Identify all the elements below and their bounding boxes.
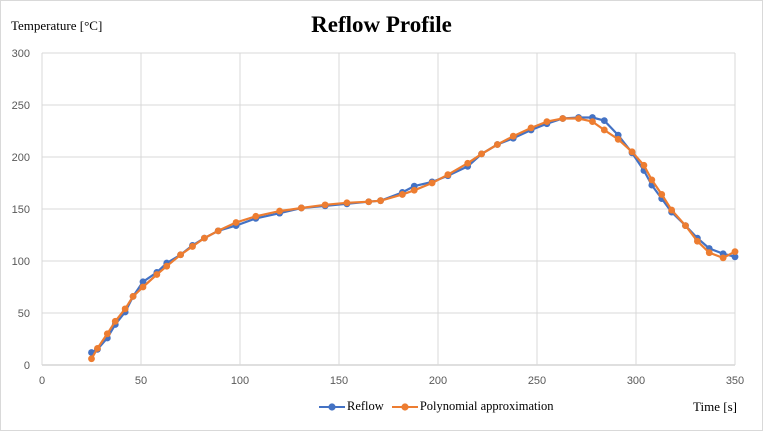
data-point[interactable] [731,248,739,256]
data-point[interactable] [464,159,472,167]
data-point[interactable] [214,227,222,235]
data-point[interactable] [731,253,739,261]
data-point[interactable] [163,262,171,270]
legend-marker-reflow [319,402,345,411]
y-tick-label: 250 [12,100,30,112]
legend-marker-polynomial [391,402,418,411]
legend-item-reflow[interactable]: Reflow [319,399,384,414]
series-reflow [88,114,739,356]
data-point[interactable] [321,201,329,209]
data-point[interactable] [444,171,452,179]
data-point[interactable] [589,118,596,126]
data-point[interactable] [139,278,147,286]
legend-label-polynomial: Polynomial approximation [419,399,554,413]
series-layer [88,114,739,363]
legend-label-reflow: Reflow [347,399,384,413]
data-point[interactable] [189,243,196,250]
data-point[interactable] [200,234,208,242]
data-point[interactable] [543,118,551,126]
y-tick-label: 0 [24,360,30,372]
data-point[interactable] [139,283,147,291]
chart-title: Reflow Profile [311,12,452,37]
data-point[interactable] [365,198,373,206]
x-tick-label: 250 [528,375,546,387]
x-tick-label: 100 [231,375,249,387]
data-point[interactable] [121,305,129,313]
legend: Reflow Polynomial approximation [319,399,561,414]
y-tick-label: 150 [12,204,30,216]
data-point[interactable] [628,148,636,156]
data-point[interactable] [648,176,656,184]
legend-item-polynomial[interactable]: Polynomial approximation [391,399,554,414]
data-point[interactable] [600,117,608,124]
data-point[interactable] [94,344,101,352]
x-tick-label: 200 [429,375,447,387]
data-point[interactable] [559,115,567,122]
data-point[interactable] [668,206,676,214]
x-tick-label: 350 [726,375,744,387]
data-point[interactable] [509,132,517,140]
y-tick-label: 200 [12,152,30,164]
data-point[interactable] [658,191,666,198]
data-point[interactable] [103,330,111,338]
data-point[interactable] [177,251,185,259]
data-point[interactable] [719,254,727,262]
data-point[interactable] [575,115,582,122]
y-tick-label: 300 [12,48,30,60]
data-point[interactable] [693,237,701,245]
data-point[interactable] [252,212,260,220]
x-tick-label: 0 [39,375,45,387]
data-point[interactable] [153,271,161,278]
x-tick-label: 300 [627,375,645,387]
data-point[interactable] [343,199,351,207]
data-point[interactable] [398,191,406,198]
data-point[interactable] [614,135,622,143]
data-point[interactable] [88,355,95,363]
y-tick-label: 50 [18,308,30,320]
series-line [90,116,736,354]
y-axis-title: Temperature [°C] [11,18,103,33]
data-point[interactable] [527,124,535,132]
data-point[interactable] [494,141,501,148]
data-point[interactable] [428,179,436,187]
x-tick-label: 50 [135,375,147,387]
data-point[interactable] [410,186,418,194]
x-tick-label: 150 [330,375,348,387]
data-point[interactable] [705,249,713,257]
data-point[interactable] [297,204,305,212]
x-axis-title: Time [s] [693,399,737,414]
data-point[interactable] [600,126,608,134]
data-point[interactable] [682,222,689,230]
data-point[interactable] [111,317,119,325]
data-point[interactable] [129,292,137,300]
axes: 0 50 100 150 200 250 300 0 50 100 150 200 250 300 350 [12,48,745,387]
data-point[interactable] [478,150,485,158]
series-polynomial [88,115,739,363]
gridlines [41,52,736,366]
data-point[interactable] [276,207,283,215]
y-tick-label: 100 [12,256,30,268]
series-line [90,117,736,360]
data-point[interactable] [377,197,384,205]
data-point[interactable] [640,161,648,169]
data-point[interactable] [232,219,240,226]
